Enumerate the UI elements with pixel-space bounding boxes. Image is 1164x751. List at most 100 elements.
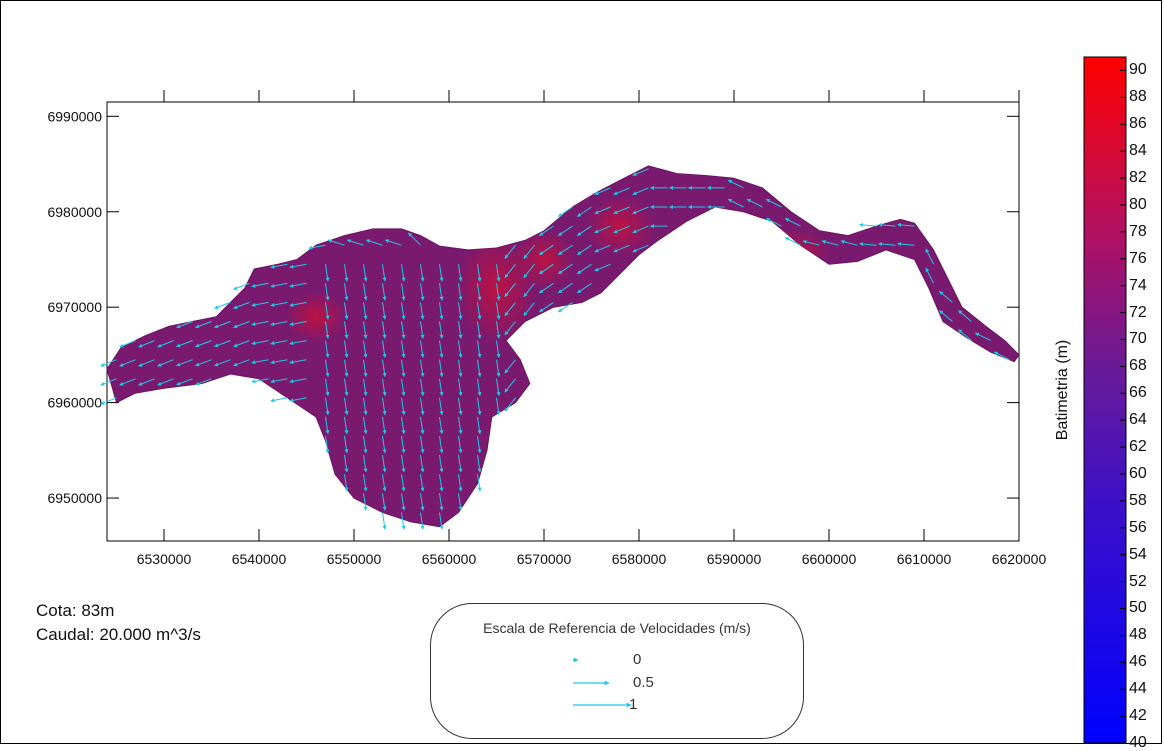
velocity-vector xyxy=(138,359,155,367)
velocity-vector xyxy=(384,239,402,246)
velocity-vector xyxy=(439,264,444,282)
velocity-vector xyxy=(458,493,463,511)
velocity-vector xyxy=(557,206,573,217)
velocity-legend-arrows xyxy=(573,657,632,708)
velocity-vector xyxy=(363,474,368,492)
velocity-vector xyxy=(363,264,368,282)
x-tick-label: 6550000 xyxy=(327,551,382,567)
velocity-vector xyxy=(859,242,877,247)
y-tick-label: 6970000 xyxy=(47,299,102,315)
velocity-vector xyxy=(382,340,387,358)
velocity-vector xyxy=(504,263,516,279)
velocity-vector xyxy=(382,474,387,492)
velocity-vector xyxy=(632,244,649,253)
velocity-vector xyxy=(233,359,250,367)
velocity-vector xyxy=(270,282,288,288)
velocity-vector xyxy=(408,232,421,246)
velocity-vector xyxy=(632,168,649,176)
velocity-vector xyxy=(765,198,782,208)
velocity-vector xyxy=(251,359,269,365)
velocity-vector xyxy=(840,239,858,246)
velocity-vector xyxy=(420,321,425,339)
legend-label-1: 1 xyxy=(629,696,638,713)
velocity-vector xyxy=(420,264,425,282)
velocity-vector xyxy=(458,455,463,473)
velocity-vector xyxy=(477,474,482,492)
colorbar-label: Batimetria (m) xyxy=(1054,339,1071,441)
velocity-vector xyxy=(233,282,250,290)
velocity-vector xyxy=(458,378,463,397)
velocity-vector xyxy=(325,302,330,320)
colorbar xyxy=(1083,56,1127,744)
velocity-vector xyxy=(477,302,482,320)
colorbar-tick-label: 60 xyxy=(1129,464,1147,482)
colorbar-tick-label: 50 xyxy=(1129,599,1147,617)
velocity-vector xyxy=(214,340,231,348)
velocity-vector xyxy=(477,455,482,473)
velocity-vector xyxy=(270,263,288,269)
velocity-vector xyxy=(538,263,554,275)
colorbar-tick-label: 40 xyxy=(1129,734,1147,751)
velocity-vector xyxy=(270,301,288,307)
velocity-vector xyxy=(176,321,193,329)
velocity-vector xyxy=(363,302,368,320)
colorbar-tick-label: 52 xyxy=(1129,572,1147,590)
velocity-vector xyxy=(504,321,516,336)
velocity-vector xyxy=(325,435,330,454)
velocity-vector xyxy=(195,321,212,329)
velocity-vector xyxy=(439,321,444,339)
velocity-vector xyxy=(233,321,250,329)
velocity-vector xyxy=(458,340,463,358)
velocity-vector xyxy=(458,416,463,435)
velocity-vector xyxy=(344,340,349,358)
velocity-vector xyxy=(382,302,387,320)
velocity-vector xyxy=(325,321,330,339)
velocity-vector xyxy=(270,378,288,384)
deep-zone xyxy=(514,229,574,290)
velocity-vector xyxy=(439,378,444,397)
velocity-vector xyxy=(363,378,368,397)
x-tick-label: 6610000 xyxy=(897,551,952,567)
colorbar-tick-label: 86 xyxy=(1129,115,1147,133)
velocity-vector xyxy=(496,397,501,416)
velocity-vector xyxy=(401,283,406,301)
velocity-vector xyxy=(897,242,915,247)
velocity-vector xyxy=(632,187,649,195)
velocity-vector xyxy=(557,263,573,275)
velocity-vector xyxy=(363,359,368,378)
velocity-vector xyxy=(100,397,117,405)
velocity-vector xyxy=(325,283,330,301)
velocity-vector xyxy=(308,244,326,250)
velocity-vector xyxy=(496,359,501,378)
velocity-vector xyxy=(363,455,368,473)
x-tick-label: 6600000 xyxy=(802,551,857,567)
velocity-vector xyxy=(382,283,387,301)
velocity-vector xyxy=(784,237,801,246)
velocity-vector xyxy=(401,340,406,358)
velocity-vector xyxy=(401,416,406,435)
x-tick-label: 6580000 xyxy=(612,551,667,567)
velocity-vector xyxy=(363,321,368,339)
velocity-vector xyxy=(458,264,463,282)
colorbar-tick-label: 62 xyxy=(1129,438,1147,456)
velocity-vector xyxy=(557,282,573,294)
y-tick-label: 6980000 xyxy=(47,204,102,220)
cota-text: Cota: 83m xyxy=(36,601,115,620)
velocity-vector xyxy=(727,198,744,208)
velocity-vector xyxy=(233,340,250,348)
y-tick-label: 6960000 xyxy=(47,395,102,411)
velocity-vector xyxy=(784,217,801,227)
colorbar-tick-label: 56 xyxy=(1129,518,1147,536)
velocity-vector xyxy=(363,340,368,358)
colorbar-tick-label: 66 xyxy=(1129,384,1147,402)
velocity-vector xyxy=(439,397,444,416)
velocity-vector xyxy=(727,179,744,189)
velocity-vector xyxy=(382,264,387,282)
velocity-vector xyxy=(365,239,383,246)
velocity-vector xyxy=(344,359,349,378)
velocity-vector xyxy=(458,283,463,301)
velocity-vector xyxy=(632,225,649,234)
colorbar-tick-label: 58 xyxy=(1129,491,1147,509)
velocity-vector xyxy=(176,378,193,386)
velocity-vector xyxy=(504,302,516,317)
